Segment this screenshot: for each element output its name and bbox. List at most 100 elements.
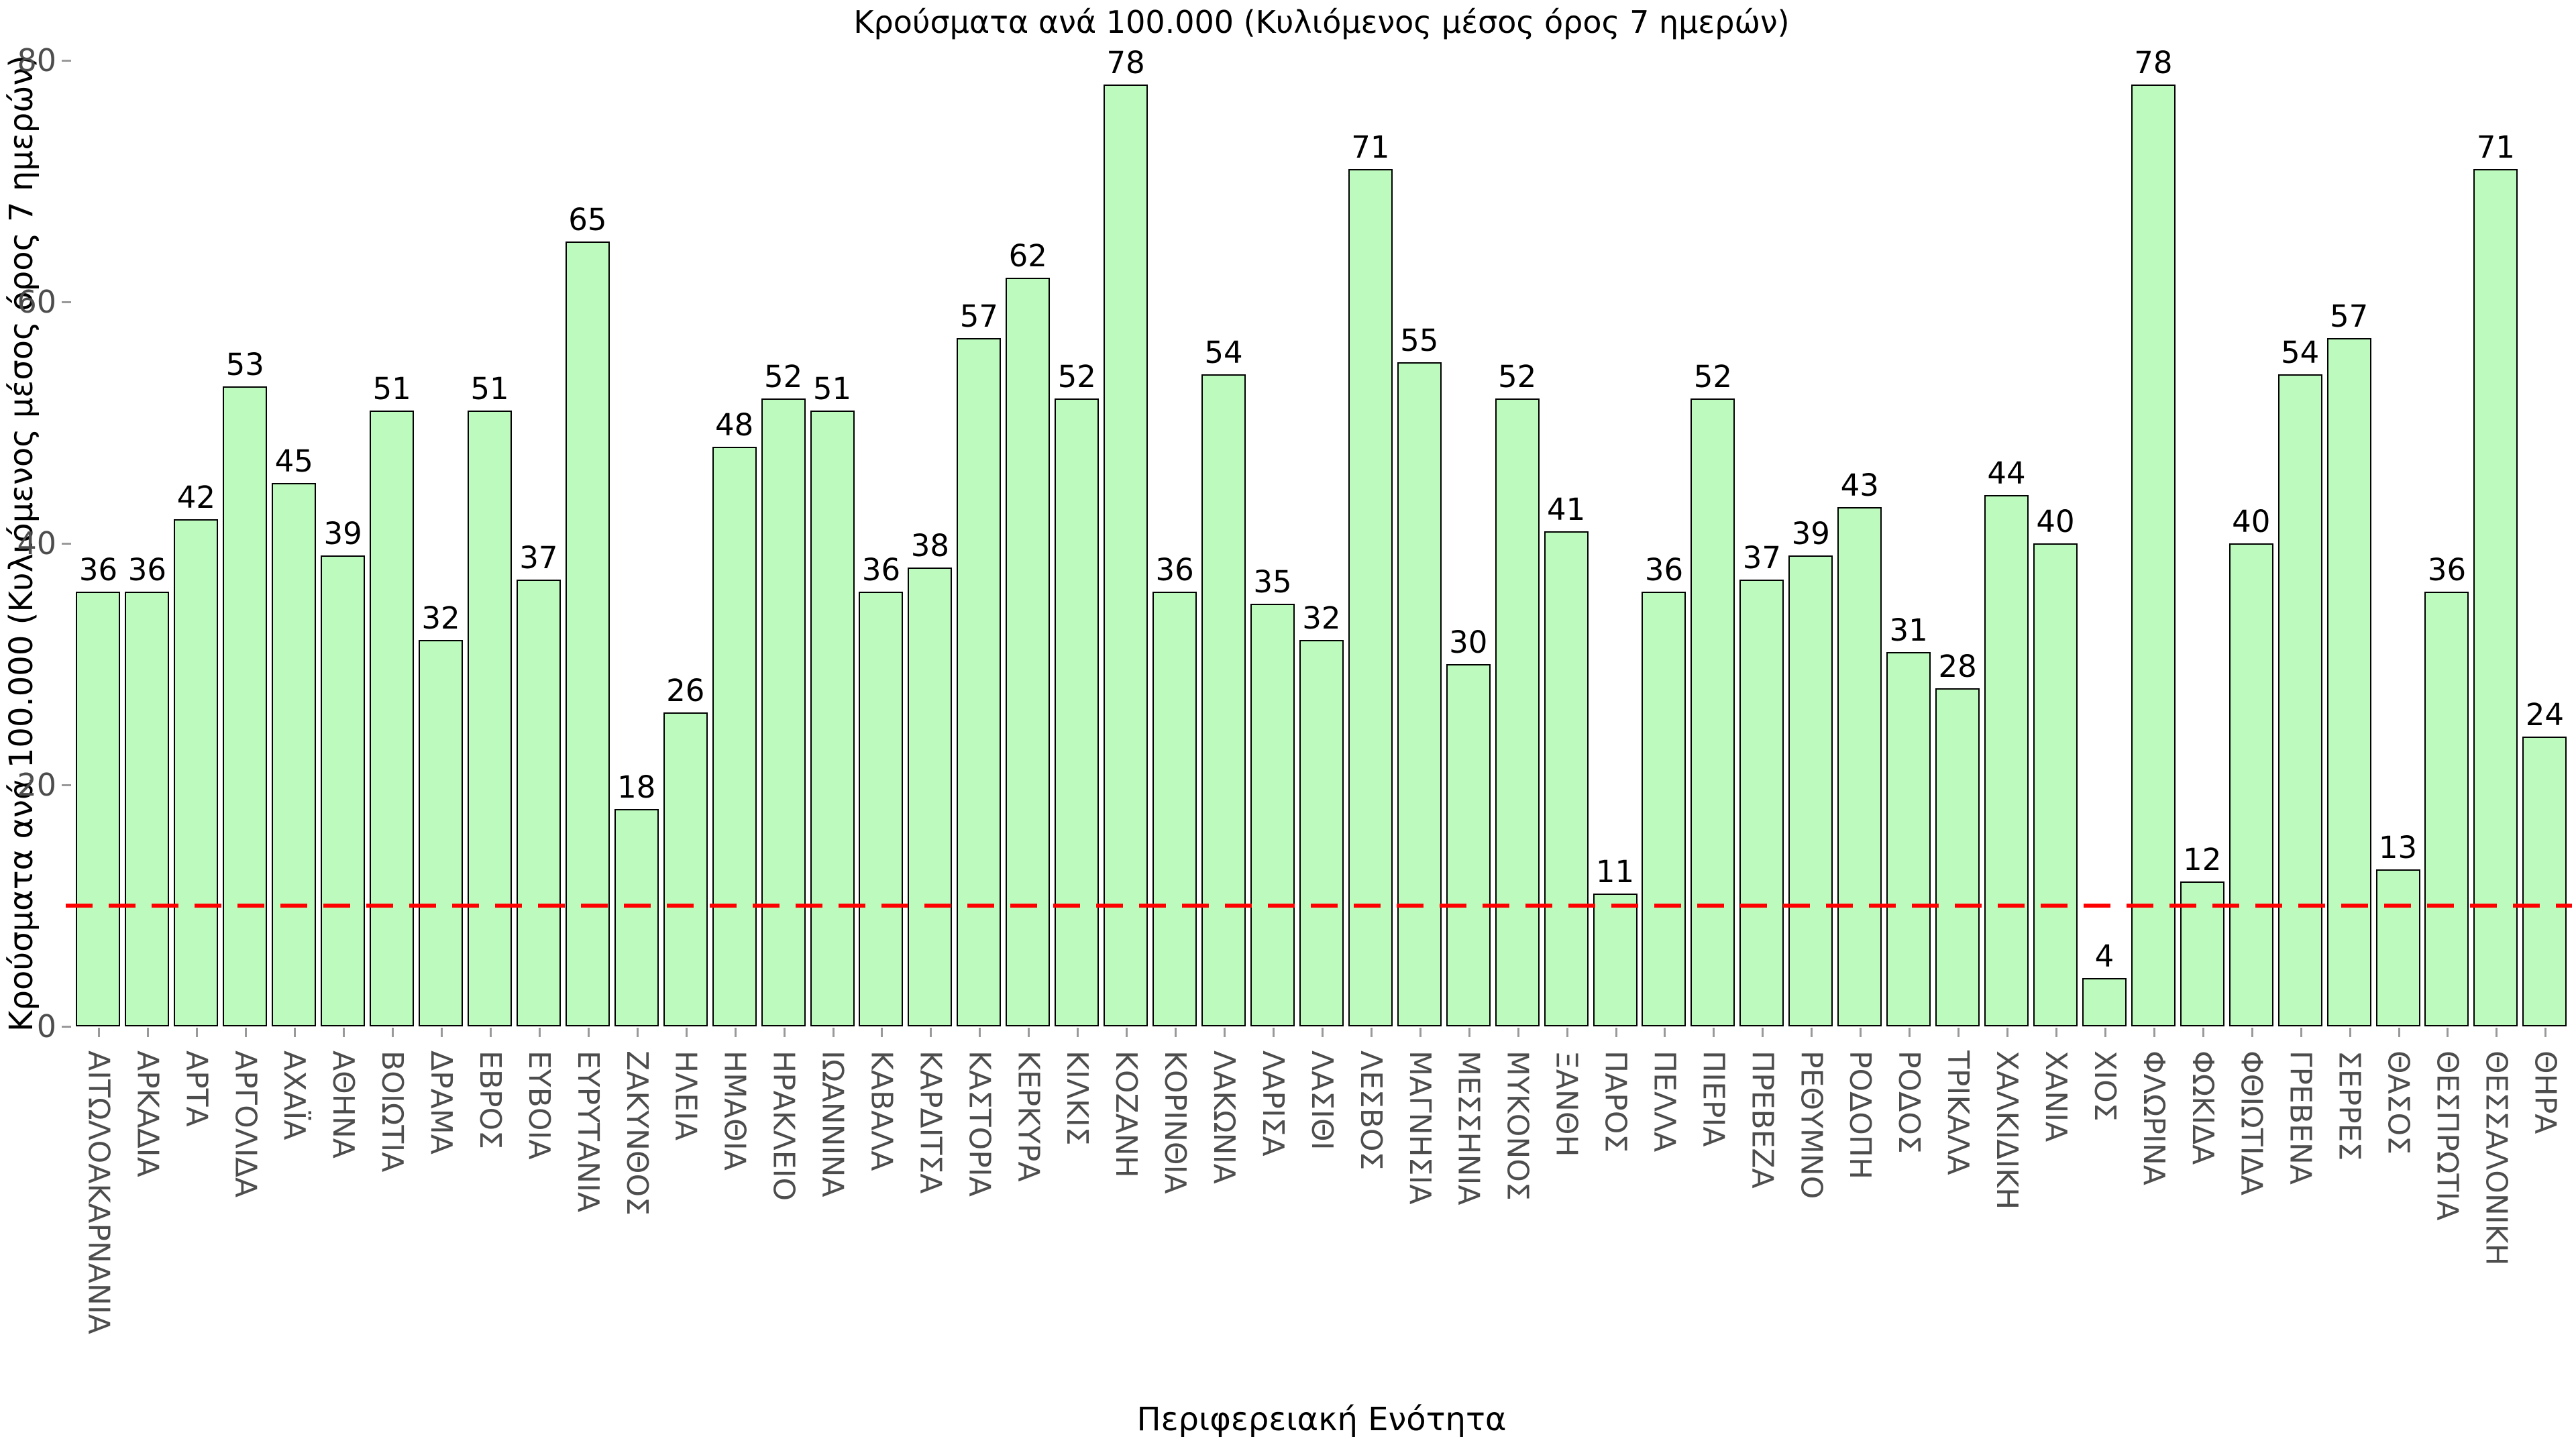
bar — [1397, 362, 1442, 1026]
bar — [2277, 374, 2322, 1026]
bar-group: 18 ΖΑΚΥΝΘΟΣ — [612, 60, 661, 1216]
x-tick-mark — [2251, 1028, 2253, 1037]
bar-value-label: 52 — [1693, 359, 1733, 394]
bar — [712, 447, 757, 1026]
bar — [1788, 555, 1833, 1026]
bar — [321, 555, 366, 1026]
category-label: ΛΕΣΒΟΣ — [1353, 1051, 1388, 1171]
bar-value-label: 52 — [763, 359, 803, 394]
bar — [272, 483, 317, 1026]
x-tick-mark — [881, 1028, 883, 1037]
bar-value-label: 78 — [1106, 45, 1145, 80]
bar-value-label: 44 — [1987, 455, 2026, 491]
y-tick-mark — [62, 784, 71, 786]
bar-value-label: 52 — [1498, 359, 1537, 394]
bar-group: 52 ΠΙΕΡΙΑ — [1688, 60, 1737, 1146]
bar-group: 37 ΕΥΒΟΙΑ — [514, 60, 563, 1160]
bar-value-label: 31 — [1889, 612, 1928, 648]
bar-value-label: 78 — [2134, 45, 2173, 80]
bar — [125, 592, 170, 1026]
bar — [1642, 592, 1686, 1026]
bar-group: 57 ΣΕΡΡΕΣ — [2324, 60, 2373, 1161]
bar-group: 48 ΗΜΑΘΙΑ — [710, 60, 759, 1171]
bar — [419, 640, 464, 1026]
x-tick-mark — [538, 1028, 541, 1037]
x-tick-mark — [1957, 1028, 1960, 1037]
bar — [1055, 398, 1099, 1026]
bar — [1348, 169, 1393, 1026]
category-label: ΕΥΒΟΙΑ — [521, 1051, 556, 1160]
bar-group: 54 ΓΡΕΒΕΝΑ — [2275, 60, 2324, 1185]
x-tick-mark — [1126, 1028, 1128, 1037]
category-label: ΡΟΔΟΠΗ — [1843, 1051, 1878, 1180]
category-label: ΑΡΓΟΛΙΔΑ — [228, 1051, 263, 1198]
x-tick-mark — [2153, 1028, 2155, 1037]
x-tick-mark — [2300, 1028, 2302, 1037]
x-tick-mark — [1615, 1028, 1617, 1037]
bar-value-label: 39 — [323, 516, 362, 551]
bar — [1593, 894, 1638, 1026]
bar-group: 26 ΗΛΕΙΑ — [661, 60, 710, 1140]
x-tick-mark — [2544, 1028, 2547, 1037]
threshold-line — [66, 904, 2572, 908]
x-tick-mark — [2055, 1028, 2057, 1037]
x-tick-mark — [2496, 1028, 2498, 1037]
x-tick-mark — [734, 1028, 737, 1037]
bar-value-label: 45 — [274, 443, 313, 479]
bar-value-label: 52 — [1057, 359, 1096, 394]
bar-value-label: 18 — [617, 769, 656, 805]
category-label: ΚΑΒΑΛΑ — [864, 1051, 899, 1171]
bar-group: 45 ΑΧΑΪΑ — [270, 60, 319, 1140]
bar-group: 52 ΚΙΛΚΙΣ — [1053, 60, 1102, 1146]
bar — [614, 809, 659, 1026]
category-label: ΕΒΡΟΣ — [472, 1051, 507, 1149]
bar — [761, 398, 806, 1026]
y-tick-label: 60 — [17, 284, 56, 320]
x-tick-mark — [98, 1028, 101, 1037]
category-label: ΛΑΚΩΝΙΑ — [1207, 1051, 1242, 1184]
bar-value-label: 39 — [1791, 516, 1830, 551]
category-label: ΗΡΑΚΛΕΙΟ — [766, 1051, 801, 1201]
bar-group: 30 ΜΕΣΣΗΝΙΑ — [1444, 60, 1493, 1205]
category-label: ΠΙΕΡΙΑ — [1696, 1051, 1731, 1147]
category-label: ΖΑΚΥΝΘΟΣ — [619, 1051, 654, 1216]
category-label: ΧΑΛΚΙΔΙΚΗ — [1990, 1051, 2025, 1210]
category-label: ΡΟΔΟΣ — [1892, 1051, 1927, 1154]
category-label: ΑΙΤΩΛΟΑΚΑΡΝΑΝΙΑ — [81, 1051, 116, 1334]
bar-group: 40 ΧΑΝΙΑ — [2031, 60, 2080, 1142]
x-tick-mark — [1468, 1028, 1470, 1037]
category-label: ΘΗΡΑ — [2528, 1051, 2563, 1134]
category-label: ΑΡΤΑ — [179, 1051, 214, 1127]
bar-value-label: 35 — [1253, 564, 1292, 600]
x-tick-mark — [1175, 1028, 1177, 1037]
x-tick-mark — [783, 1028, 786, 1037]
category-label: ΑΧΑΪΑ — [277, 1051, 312, 1140]
bar-value-label: 32 — [1302, 600, 1341, 636]
x-tick-mark — [1272, 1028, 1275, 1037]
bar-group: 78 ΦΛΩΡΙΝΑ — [2129, 48, 2178, 1185]
x-tick-mark — [1860, 1028, 1862, 1037]
category-label: ΚΙΛΚΙΣ — [1060, 1051, 1095, 1146]
category-label: ΠΡΕΒΕΖΑ — [1745, 1051, 1780, 1189]
bar — [1935, 688, 1980, 1026]
x-tick-mark — [1224, 1028, 1226, 1037]
bar — [663, 712, 708, 1026]
x-tick-mark — [1566, 1028, 1568, 1037]
bar-group: 71 ΘΕΣΣΑΛΟΝΙΚΗ — [2471, 60, 2520, 1266]
x-tick-mark — [1028, 1028, 1030, 1037]
bar-group: 40 ΦΘΙΩΤΙΔΑ — [2226, 60, 2275, 1195]
bar-group: 62 ΚΕΡΚΥΡΑ — [1004, 60, 1053, 1182]
bar — [859, 592, 904, 1026]
y-tick-mark — [62, 59, 71, 62]
y-tick-label: 80 — [17, 42, 56, 78]
x-tick-mark — [441, 1028, 443, 1037]
bar — [1152, 592, 1197, 1026]
x-tick-mark — [147, 1028, 150, 1037]
bar-value-label: 28 — [1938, 649, 1977, 684]
bar-value-label: 11 — [1595, 854, 1635, 890]
bar-group: 31 ΡΟΔΟΣ — [1884, 60, 1933, 1154]
category-label: ΕΥΡΥΤΑΝΙΑ — [570, 1051, 605, 1213]
bar-group: 36 ΑΙΤΩΛΟΑΚΑΡΝΑΝΙΑ — [74, 60, 123, 1334]
bar — [957, 338, 1002, 1026]
category-label: ΜΥΚΟΝΟΣ — [1500, 1051, 1535, 1201]
